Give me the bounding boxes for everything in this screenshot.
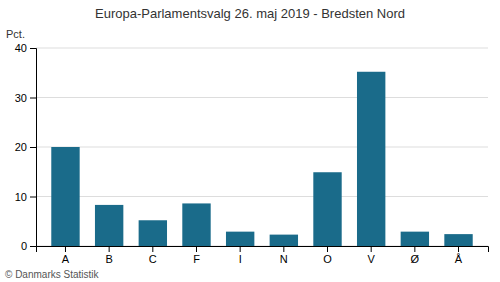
y-tick-label: 0 <box>21 240 27 252</box>
y-tick: 40 <box>15 42 36 54</box>
grid-line <box>36 48 488 49</box>
grid <box>36 48 488 246</box>
footer: © Danmarks Statistik <box>5 269 100 280</box>
x-tick: N <box>280 246 288 265</box>
x-tick-label: A <box>62 253 70 265</box>
x-tick-mark <box>283 246 284 252</box>
y-tick-mark <box>30 147 36 148</box>
x-tick-mark <box>458 246 459 252</box>
y-axis-line <box>30 49 37 247</box>
x-tick-label: I <box>239 253 242 265</box>
bar <box>182 203 210 246</box>
x-tick: B <box>105 246 112 265</box>
bar <box>313 172 341 246</box>
chart-svg: Europa-Parlamentsvalg 26. maj 2019 - Bre… <box>0 0 500 282</box>
bar <box>357 72 385 246</box>
bar <box>401 232 429 246</box>
grid-line <box>36 97 488 98</box>
y-tick-label: 40 <box>15 42 27 54</box>
bar <box>51 147 79 246</box>
title: Europa-Parlamentsvalg 26. maj 2019 - Bre… <box>95 6 405 21</box>
bar <box>270 235 298 246</box>
x-tick-label: C <box>149 253 157 265</box>
y-axis-label: Pct. <box>6 28 25 40</box>
x-tick-label: Å <box>455 253 463 265</box>
y-tick-mark <box>30 197 36 198</box>
x-tick-mark <box>414 246 415 252</box>
x-tick-label: V <box>368 253 376 265</box>
bar <box>226 232 254 246</box>
y-tick: 30 <box>15 92 36 104</box>
x-tick: A <box>62 246 70 265</box>
grid-line <box>36 196 488 197</box>
y-tick-mark <box>30 98 36 99</box>
y-tick-label: 20 <box>15 141 27 153</box>
y-axis: 0 10 20 30 40 <box>15 42 37 252</box>
x-tick: C <box>149 246 157 265</box>
x-tick: F <box>193 246 200 265</box>
x-tick-label: F <box>193 253 200 265</box>
bar <box>95 205 123 246</box>
x-axis: ABCFINOVØÅ <box>37 246 489 265</box>
x-tick-mark <box>240 246 241 252</box>
x-tick: Å <box>455 246 463 265</box>
x-tick-label: O <box>323 253 332 265</box>
y-tick: 10 <box>15 191 36 203</box>
x-tick-label: B <box>105 253 112 265</box>
x-tick-mark <box>327 246 328 252</box>
x-tick: V <box>368 246 376 265</box>
x-tick: O <box>323 246 332 265</box>
y-tick-mark <box>30 48 36 49</box>
y-tick-label: 10 <box>15 191 27 203</box>
y-tick: 0 <box>21 240 36 252</box>
plot: 0 10 20 30 40 A B C F I N O V Ø Å <box>15 42 489 265</box>
bar <box>444 234 472 246</box>
chart-container: Europa-Parlamentsvalg 26. maj 2019 - Bre… <box>0 0 500 282</box>
y-tick-mark <box>30 246 36 247</box>
x-tick-label: N <box>280 253 288 265</box>
x-axis-line <box>37 247 489 253</box>
x-tick-mark <box>196 246 197 252</box>
x-tick: Ø <box>411 246 420 265</box>
x-tick-mark <box>109 246 110 252</box>
x-tick-label: Ø <box>411 253 420 265</box>
x-tick-mark <box>65 246 66 252</box>
x-tick: I <box>239 246 242 265</box>
bar <box>139 220 167 246</box>
x-tick-mark <box>371 246 372 252</box>
y-tick-label: 30 <box>15 92 27 104</box>
grid-line <box>36 147 488 148</box>
y-tick: 20 <box>15 141 36 153</box>
x-tick-mark <box>152 246 153 252</box>
bars <box>51 72 472 246</box>
